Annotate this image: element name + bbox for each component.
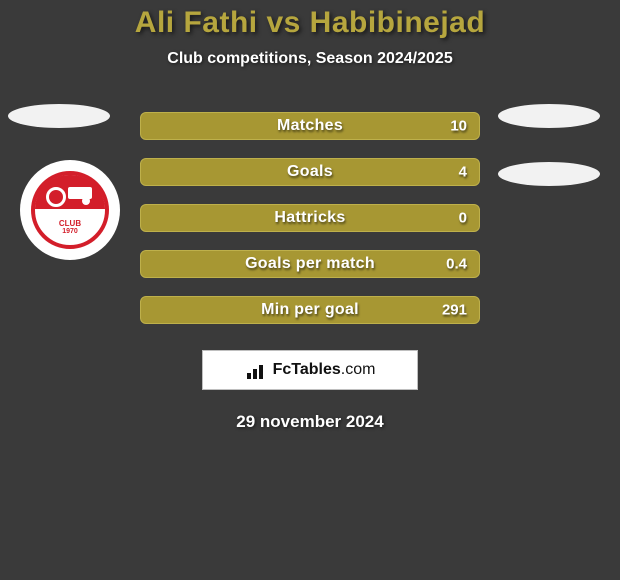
left-player-markers <box>8 104 110 128</box>
stat-bar: Goals 4 <box>140 158 480 186</box>
subtitle: Club competitions, Season 2024/2025 <box>0 50 620 68</box>
stat-bar: Min per goal 291 <box>140 296 480 324</box>
right-player-markers <box>498 104 600 186</box>
brand-box[interactable]: FcTables.com <box>202 350 418 390</box>
player-ellipse-icon <box>8 104 110 128</box>
comparison-card: Ali Fathi vs Habibinejad Club competitio… <box>0 0 620 432</box>
bar-chart-icon <box>245 361 267 379</box>
stat-bar-value: 0.4 <box>446 256 467 273</box>
brand-name: FcTables.com <box>273 361 376 379</box>
stat-bar-value: 10 <box>450 118 467 135</box>
page-title: Ali Fathi vs Habibinejad <box>0 6 620 40</box>
club-logo-text: CLUB 1970 <box>35 220 105 235</box>
snapshot-date: 29 november 2024 <box>0 412 620 432</box>
left-player-club-logo: CLUB 1970 <box>20 160 120 260</box>
stat-bar-label: Hattricks <box>274 209 345 227</box>
tractor-icon <box>48 181 92 205</box>
stat-bars: Matches 10 Goals 4 Hattricks 0 Goals per match… <box>140 112 480 324</box>
stat-bar-label: Goals per match <box>245 255 375 273</box>
stat-bar: Matches 10 <box>140 112 480 140</box>
stat-bar-value: 4 <box>459 164 467 181</box>
tractor-club-badge: CLUB 1970 <box>31 171 109 249</box>
player-ellipse-icon <box>498 104 600 128</box>
stats-area: CLUB 1970 Matches 10 Goals 4 Hattricks 0 Goals… <box>0 112 620 324</box>
stat-bar-label: Min per goal <box>261 301 359 319</box>
stat-bar-value: 291 <box>442 302 467 319</box>
stat-bar: Goals per match 0.4 <box>140 250 480 278</box>
stat-bar-label: Goals <box>287 163 333 181</box>
player-ellipse-icon <box>498 162 600 186</box>
stat-bar: Hattricks 0 <box>140 204 480 232</box>
stat-bar-value: 0 <box>459 210 467 227</box>
stat-bar-label: Matches <box>277 117 343 135</box>
